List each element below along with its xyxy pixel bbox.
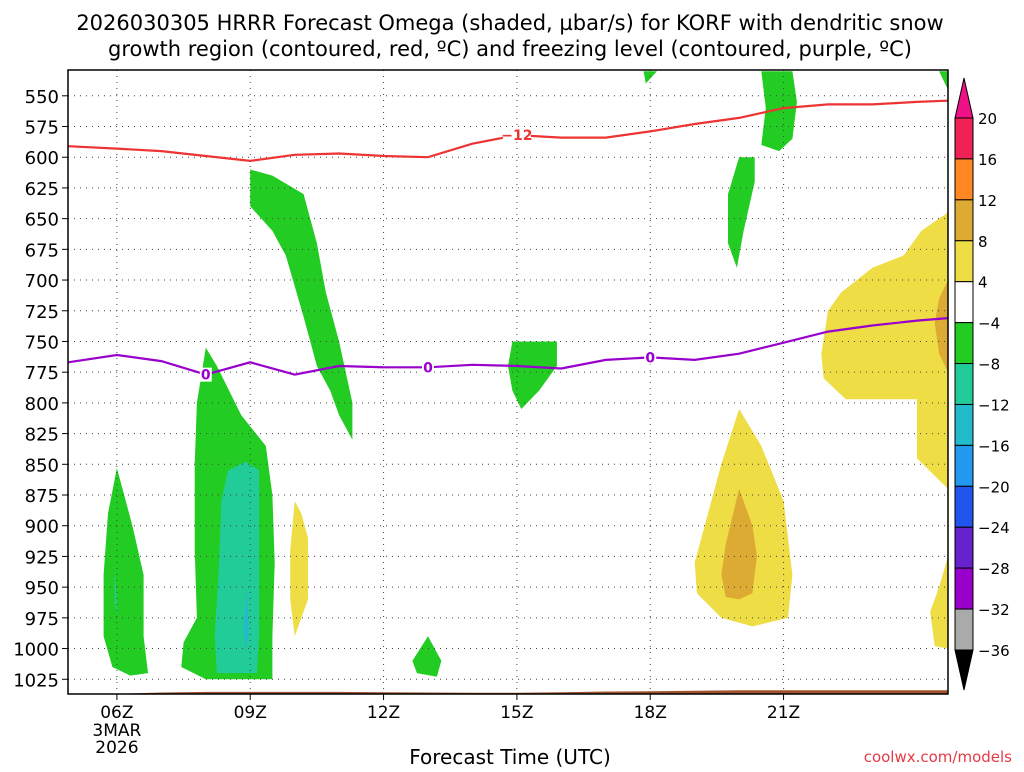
x-start-date-label-1: 2026 (95, 738, 138, 758)
x-tick-label-12Z: 12Z (367, 703, 400, 723)
colorbar-label-4: 4 (978, 274, 988, 292)
colorbar-swatch-2 (954, 199, 974, 242)
colorbar-swatch-8 (954, 444, 974, 487)
y-tick-label-550: 550 (25, 87, 59, 108)
omega-region-green-1300 (412, 636, 442, 677)
plot-area: −12 0 0 0 (68, 70, 948, 694)
omega-region-cyan-0900 (243, 587, 249, 649)
y-tick-label-1000: 1000 (13, 640, 59, 661)
freezing-level-contour-label: 0 (645, 350, 655, 366)
y-tick-label-875: 875 (25, 486, 59, 507)
colorbar-label-13: −36 (978, 642, 1010, 660)
colorbar-swatch-6 (954, 363, 974, 405)
colorbar-swatch-5 (954, 322, 974, 365)
colorbar: 20 16 12 8 4 −4 −8 −12 −16 −20 −24 −28 −32 −36 (954, 77, 1010, 691)
y-tick-label-775: 775 (25, 363, 59, 384)
omega-region-teal-0630 (114, 568, 117, 618)
omega-region-green-1500 (508, 341, 557, 409)
plot-content: −12 0 0 0 (68, 70, 948, 694)
y-tick-label-750: 750 (25, 332, 59, 353)
y-tick-label-675: 675 (25, 240, 59, 261)
omega-region-yellow-2300 (821, 212, 948, 489)
x-tick-label-15Z: 15Z (500, 703, 533, 723)
x-start-date-label-0: 3MAR (92, 721, 141, 741)
colorbar-swatch-4 (954, 281, 974, 324)
axes: 550 575 600 625 650 675 700 725 750 775 800 825 850 8… (13, 69, 949, 758)
freezing-level-contour-label: 0 (201, 368, 211, 384)
freezing-level-contour-line (68, 317, 948, 376)
omega-region-orange-2000 (721, 488, 757, 600)
y-tick-label-600: 600 (25, 148, 59, 169)
colorbar-label-1: 16 (978, 151, 997, 169)
omega-region-orange-2430 (934, 280, 948, 373)
x-tick-label-09Z: 09Z (234, 703, 267, 723)
x-axis-label: Forecast Time (UTC) (409, 745, 611, 768)
omega-region-green-2100 (761, 71, 797, 152)
colorbar-label-10: −24 (978, 519, 1010, 537)
omega-region-green-0609 (103, 468, 148, 676)
chart-title-line2: growth region (contoured, red, ºC) and f… (108, 37, 912, 61)
x-tick-label-18Z: 18Z (634, 703, 667, 723)
colorbar-label-9: −20 (978, 478, 1010, 496)
omega-region-green-1800 (643, 71, 657, 84)
y-tick-label-575: 575 (25, 118, 59, 139)
y-tick-label-925: 925 (25, 547, 59, 568)
colorbar-label-5: −4 (978, 315, 1000, 333)
y-tick-label-1025: 1025 (13, 670, 59, 691)
colorbar-swatch-11 (954, 567, 974, 610)
colorbar-swatch-1 (954, 158, 974, 201)
colorbar-swatch-0 (954, 117, 974, 160)
y-tick-label-700: 700 (25, 271, 59, 292)
omega-region-green-2000 (728, 157, 755, 268)
freezing-level-contour-label-bg (422, 360, 434, 375)
y-tick-label-975: 975 (25, 609, 59, 630)
credit-text: coolwx.com/models (864, 748, 1012, 766)
colorbar-label-7: −12 (978, 396, 1010, 414)
chart-title-line1: 2026030305 HRRR Forecast Omega (shaded, … (76, 11, 943, 35)
y-tick-label-625: 625 (25, 179, 59, 200)
colorbar-label-6: −8 (978, 356, 1000, 374)
freezing-level-contour-label-bg (199, 367, 212, 382)
y-tick-label-800: 800 (25, 394, 59, 415)
omega-region-yellow-2430 (930, 556, 948, 649)
y-tick-label-950: 950 (25, 578, 59, 599)
colorbar-swatch-7 (954, 403, 974, 446)
colorbar-label-0: 20 (978, 110, 997, 128)
colorbar-overflow-top (954, 77, 974, 119)
colorbar-label-11: −28 (978, 560, 1010, 578)
colorbar-swatch-10 (954, 526, 974, 569)
colorbar-label-12: −32 (978, 601, 1010, 619)
dgz-contour-label: −12 (501, 128, 532, 144)
colorbar-swatch-9 (954, 485, 974, 528)
y-tick-label-725: 725 (25, 302, 59, 323)
omega-region-green-2400 (939, 71, 948, 90)
colorbar-swatch-3 (954, 240, 974, 283)
colorbar-label-2: 12 (978, 192, 997, 210)
y-tick-label-850: 850 (25, 455, 59, 476)
dgz-contour-label-bg (502, 128, 531, 143)
plot-frame (67, 69, 949, 695)
freezing-level-contour-label: 0 (423, 360, 433, 376)
surface-terrain (104, 690, 948, 694)
y-tick-label-650: 650 (25, 210, 59, 231)
omega-region-green-0930 (250, 169, 353, 440)
x-tick-label-21Z: 21Z (767, 703, 800, 723)
colorbar-label-3: 8 (978, 233, 988, 251)
colorbar-overflow-bottom (954, 649, 974, 691)
omega-region-yellow-1000 (290, 501, 308, 637)
x-tick-label-06Z: 06Z (100, 703, 133, 723)
y-tick-label-825: 825 (25, 425, 59, 446)
y-tick-label-900: 900 (25, 517, 59, 538)
freezing-level-contour-label-bg (644, 350, 657, 365)
colorbar-label-8: −16 (978, 437, 1010, 455)
colorbar-swatch-12 (954, 608, 974, 651)
